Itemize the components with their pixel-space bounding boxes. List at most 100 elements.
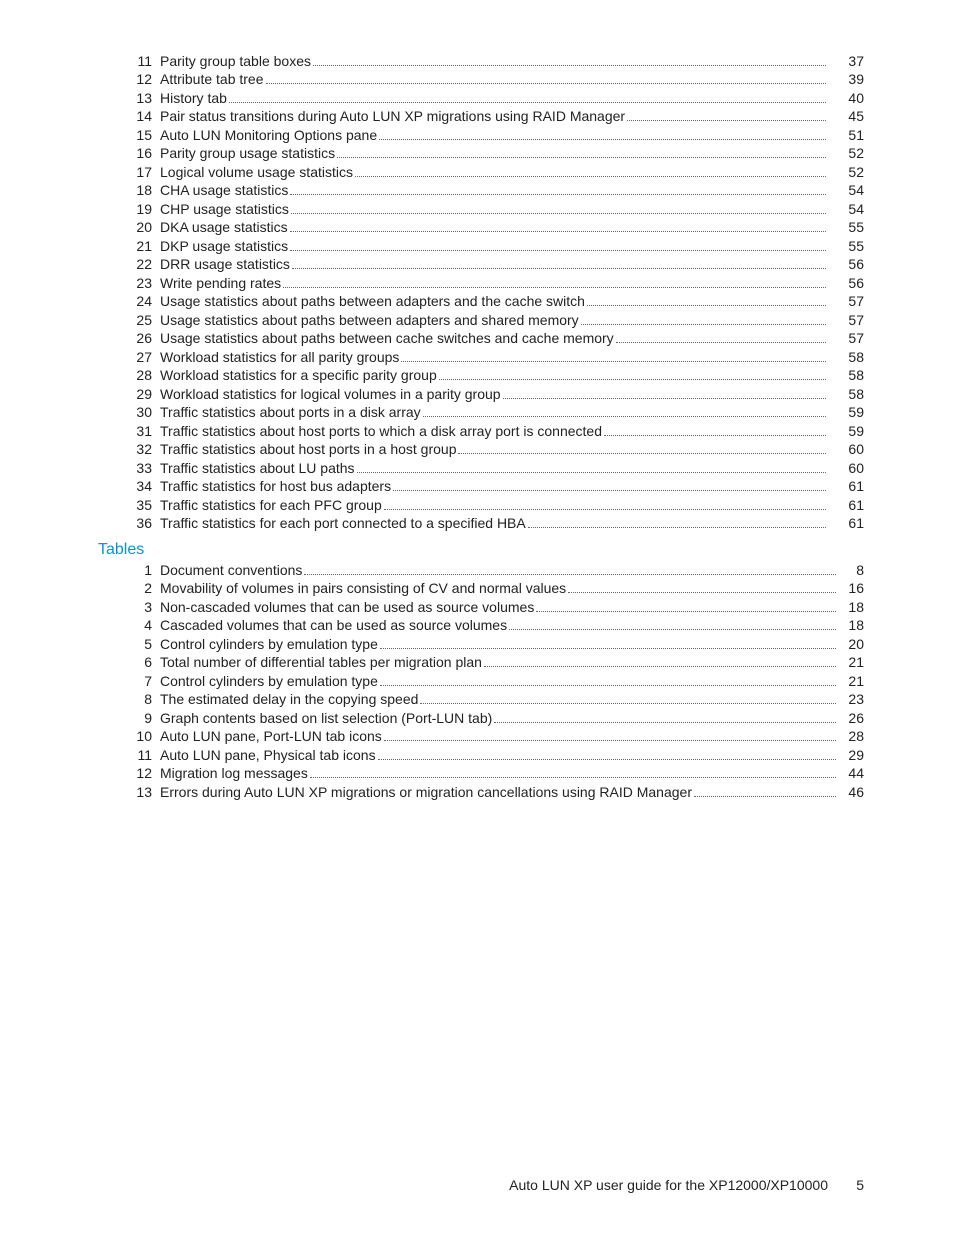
toc-entry[interactable]: 23Write pending rates 56 — [98, 274, 864, 293]
toc-entry-number: 11 — [98, 53, 160, 71]
toc-entry[interactable]: 21DKP usage statistics55 — [98, 237, 864, 256]
toc-entry[interactable]: 14Pair status transitions during Auto LU… — [98, 108, 864, 127]
toc-entry-number: 4 — [98, 617, 160, 635]
toc-entry-title: Auto LUN Monitoring Options pane — [160, 127, 377, 145]
toc-leader-dots — [384, 496, 826, 510]
toc-entry[interactable]: 36Traffic statistics for each port conne… — [98, 515, 864, 534]
toc-entry[interactable]: 4Cascaded volumes that can be used as so… — [98, 617, 864, 636]
toc-leader-dots — [337, 145, 826, 159]
toc-entry-title: Usage statistics about paths between cac… — [160, 330, 614, 348]
tables-heading: Tables — [98, 541, 864, 559]
toc-leader-dots — [266, 71, 826, 85]
toc-entry-number: 15 — [98, 127, 160, 145]
toc-entry[interactable]: 8The estimated delay in the copying spee… — [98, 691, 864, 710]
toc-entry-title: DKA usage statistics — [160, 219, 288, 237]
toc-entry[interactable]: 13History tab40 — [98, 89, 864, 108]
toc-entry-title: DKP usage statistics — [160, 238, 288, 256]
toc-entry[interactable]: 32Traffic statistics about host ports in… — [98, 441, 864, 460]
toc-entry-page: 61 — [836, 497, 864, 515]
toc-entry-page: 28 — [840, 728, 864, 746]
toc-entry-title: Attribute tab tree — [160, 71, 264, 89]
toc-leader-dots — [357, 459, 826, 473]
toc-entry-number: 8 — [98, 691, 160, 709]
toc-leader-dots — [458, 441, 826, 455]
toc-entry[interactable]: 3Non-cascaded volumes that can be used a… — [98, 598, 864, 617]
toc-entry-page: 37 — [836, 53, 864, 71]
toc-entry-page: 61 — [836, 515, 864, 533]
toc-leader-dots — [581, 311, 826, 325]
toc-entry[interactable]: 11Parity group table boxes 37 — [98, 52, 864, 71]
toc-entry[interactable]: 7Control cylinders by emulation type21 — [98, 672, 864, 691]
toc-entry[interactable]: 26Usage statistics about paths between c… — [98, 330, 864, 349]
toc-leader-dots — [310, 765, 836, 779]
toc-entry-title: Auto LUN pane, Physical tab icons — [160, 747, 376, 765]
toc-entry[interactable]: 17Logical volume usage statistics52 — [98, 163, 864, 182]
toc-entry-page: 56 — [836, 275, 864, 293]
toc-entry-title: Workload statistics for a specific parit… — [160, 367, 437, 385]
toc-leader-dots — [503, 385, 826, 399]
toc-entry-title: History tab — [160, 90, 227, 108]
toc-entry-number: 2 — [98, 580, 160, 598]
toc-entry-number: 12 — [98, 71, 160, 89]
toc-entry-page: 59 — [836, 423, 864, 441]
toc-entry[interactable]: 34Traffic statistics for host bus adapte… — [98, 478, 864, 497]
toc-entry[interactable]: 12Attribute tab tree39 — [98, 71, 864, 90]
toc-entry-page: 52 — [836, 145, 864, 163]
toc-entry-number: 34 — [98, 478, 160, 496]
toc-entry-page: 54 — [836, 182, 864, 200]
toc-entry[interactable]: 13Errors during Auto LUN XP migrations o… — [98, 783, 864, 802]
toc-entry[interactable]: 5Control cylinders by emulation type20 — [98, 635, 864, 654]
toc-entry-title: CHA usage statistics — [160, 182, 288, 200]
toc-entry[interactable]: 16Parity group usage statistics52 — [98, 145, 864, 164]
toc-entry[interactable]: 19CHP usage statistics54 — [98, 200, 864, 219]
toc-entry[interactable]: 29Workload statistics for logical volume… — [98, 385, 864, 404]
toc-entry-title: Parity group table boxes — [160, 53, 311, 71]
toc-entry[interactable]: 25Usage statistics about paths between a… — [98, 311, 864, 330]
toc-entry-number: 32 — [98, 441, 160, 459]
toc-entry-title: Workload statistics for logical volumes … — [160, 386, 501, 404]
toc-leader-dots — [313, 52, 826, 66]
toc-entry-title: Usage statistics about paths between ada… — [160, 312, 579, 330]
toc-entry-number: 18 — [98, 182, 160, 200]
toc-entry[interactable]: 2Movability of volumes in pairs consisti… — [98, 580, 864, 599]
toc-entry-number: 17 — [98, 164, 160, 182]
toc-entry[interactable]: 9Graph contents based on list selection … — [98, 709, 864, 728]
toc-entry-title: Traffic statistics about host ports in a… — [160, 441, 456, 459]
toc-leader-dots — [229, 89, 826, 103]
toc-leader-dots — [401, 348, 826, 362]
toc-entry[interactable]: 11Auto LUN pane, Physical tab icons29 — [98, 746, 864, 765]
toc-entry[interactable]: 1Document conventions8 — [98, 561, 864, 580]
toc-entry[interactable]: 28Workload statistics for a specific par… — [98, 367, 864, 386]
toc-entry[interactable]: 31Traffic statistics about host ports to… — [98, 422, 864, 441]
toc-entry[interactable]: 15Auto LUN Monitoring Options pane 51 — [98, 126, 864, 145]
toc-entry-title: Traffic statistics for host bus adapters — [160, 478, 391, 496]
page: 11Parity group table boxes3712Attribute … — [0, 0, 954, 1235]
toc-entry-number: 35 — [98, 497, 160, 515]
toc-entry-number: 5 — [98, 636, 160, 654]
toc-entry-number: 22 — [98, 256, 160, 274]
toc-entry[interactable]: 12Migration log messages44 — [98, 765, 864, 784]
toc-entry-title: Write pending rates — [160, 275, 281, 293]
toc-entry[interactable]: 22DRR usage statistics56 — [98, 256, 864, 275]
toc-entry[interactable]: 20DKA usage statistics55 — [98, 219, 864, 238]
toc-entry-page: 51 — [836, 127, 864, 145]
toc-entry[interactable]: 6Total number of differential tables per… — [98, 654, 864, 673]
toc-entry[interactable]: 30Traffic statistics about ports in a di… — [98, 404, 864, 423]
toc-entry[interactable]: 24Usage statistics about paths between a… — [98, 293, 864, 312]
toc-entry-title: Control cylinders by emulation type — [160, 673, 378, 691]
toc-entry-page: 60 — [836, 460, 864, 478]
toc-entry[interactable]: 35Traffic statistics for each PFC group6… — [98, 496, 864, 515]
toc-entry[interactable]: 18CHA usage statistics 54 — [98, 182, 864, 201]
toc-entry-page: 55 — [836, 219, 864, 237]
toc-entry-title: Usage statistics about paths between ada… — [160, 293, 585, 311]
toc-leader-dots — [423, 404, 826, 418]
toc-entry[interactable]: 27Workload statistics for all parity gro… — [98, 348, 864, 367]
toc-entry-page: 57 — [836, 312, 864, 330]
toc-entry[interactable]: 33Traffic statistics about LU paths60 — [98, 459, 864, 478]
toc-entry[interactable]: 10Auto LUN pane, Port-LUN tab icons28 — [98, 728, 864, 747]
toc-leader-dots — [291, 200, 826, 214]
toc-entry-number: 23 — [98, 275, 160, 293]
toc-entry-page: 52 — [836, 164, 864, 182]
toc-leader-dots — [694, 783, 836, 797]
toc-entry-number: 21 — [98, 238, 160, 256]
